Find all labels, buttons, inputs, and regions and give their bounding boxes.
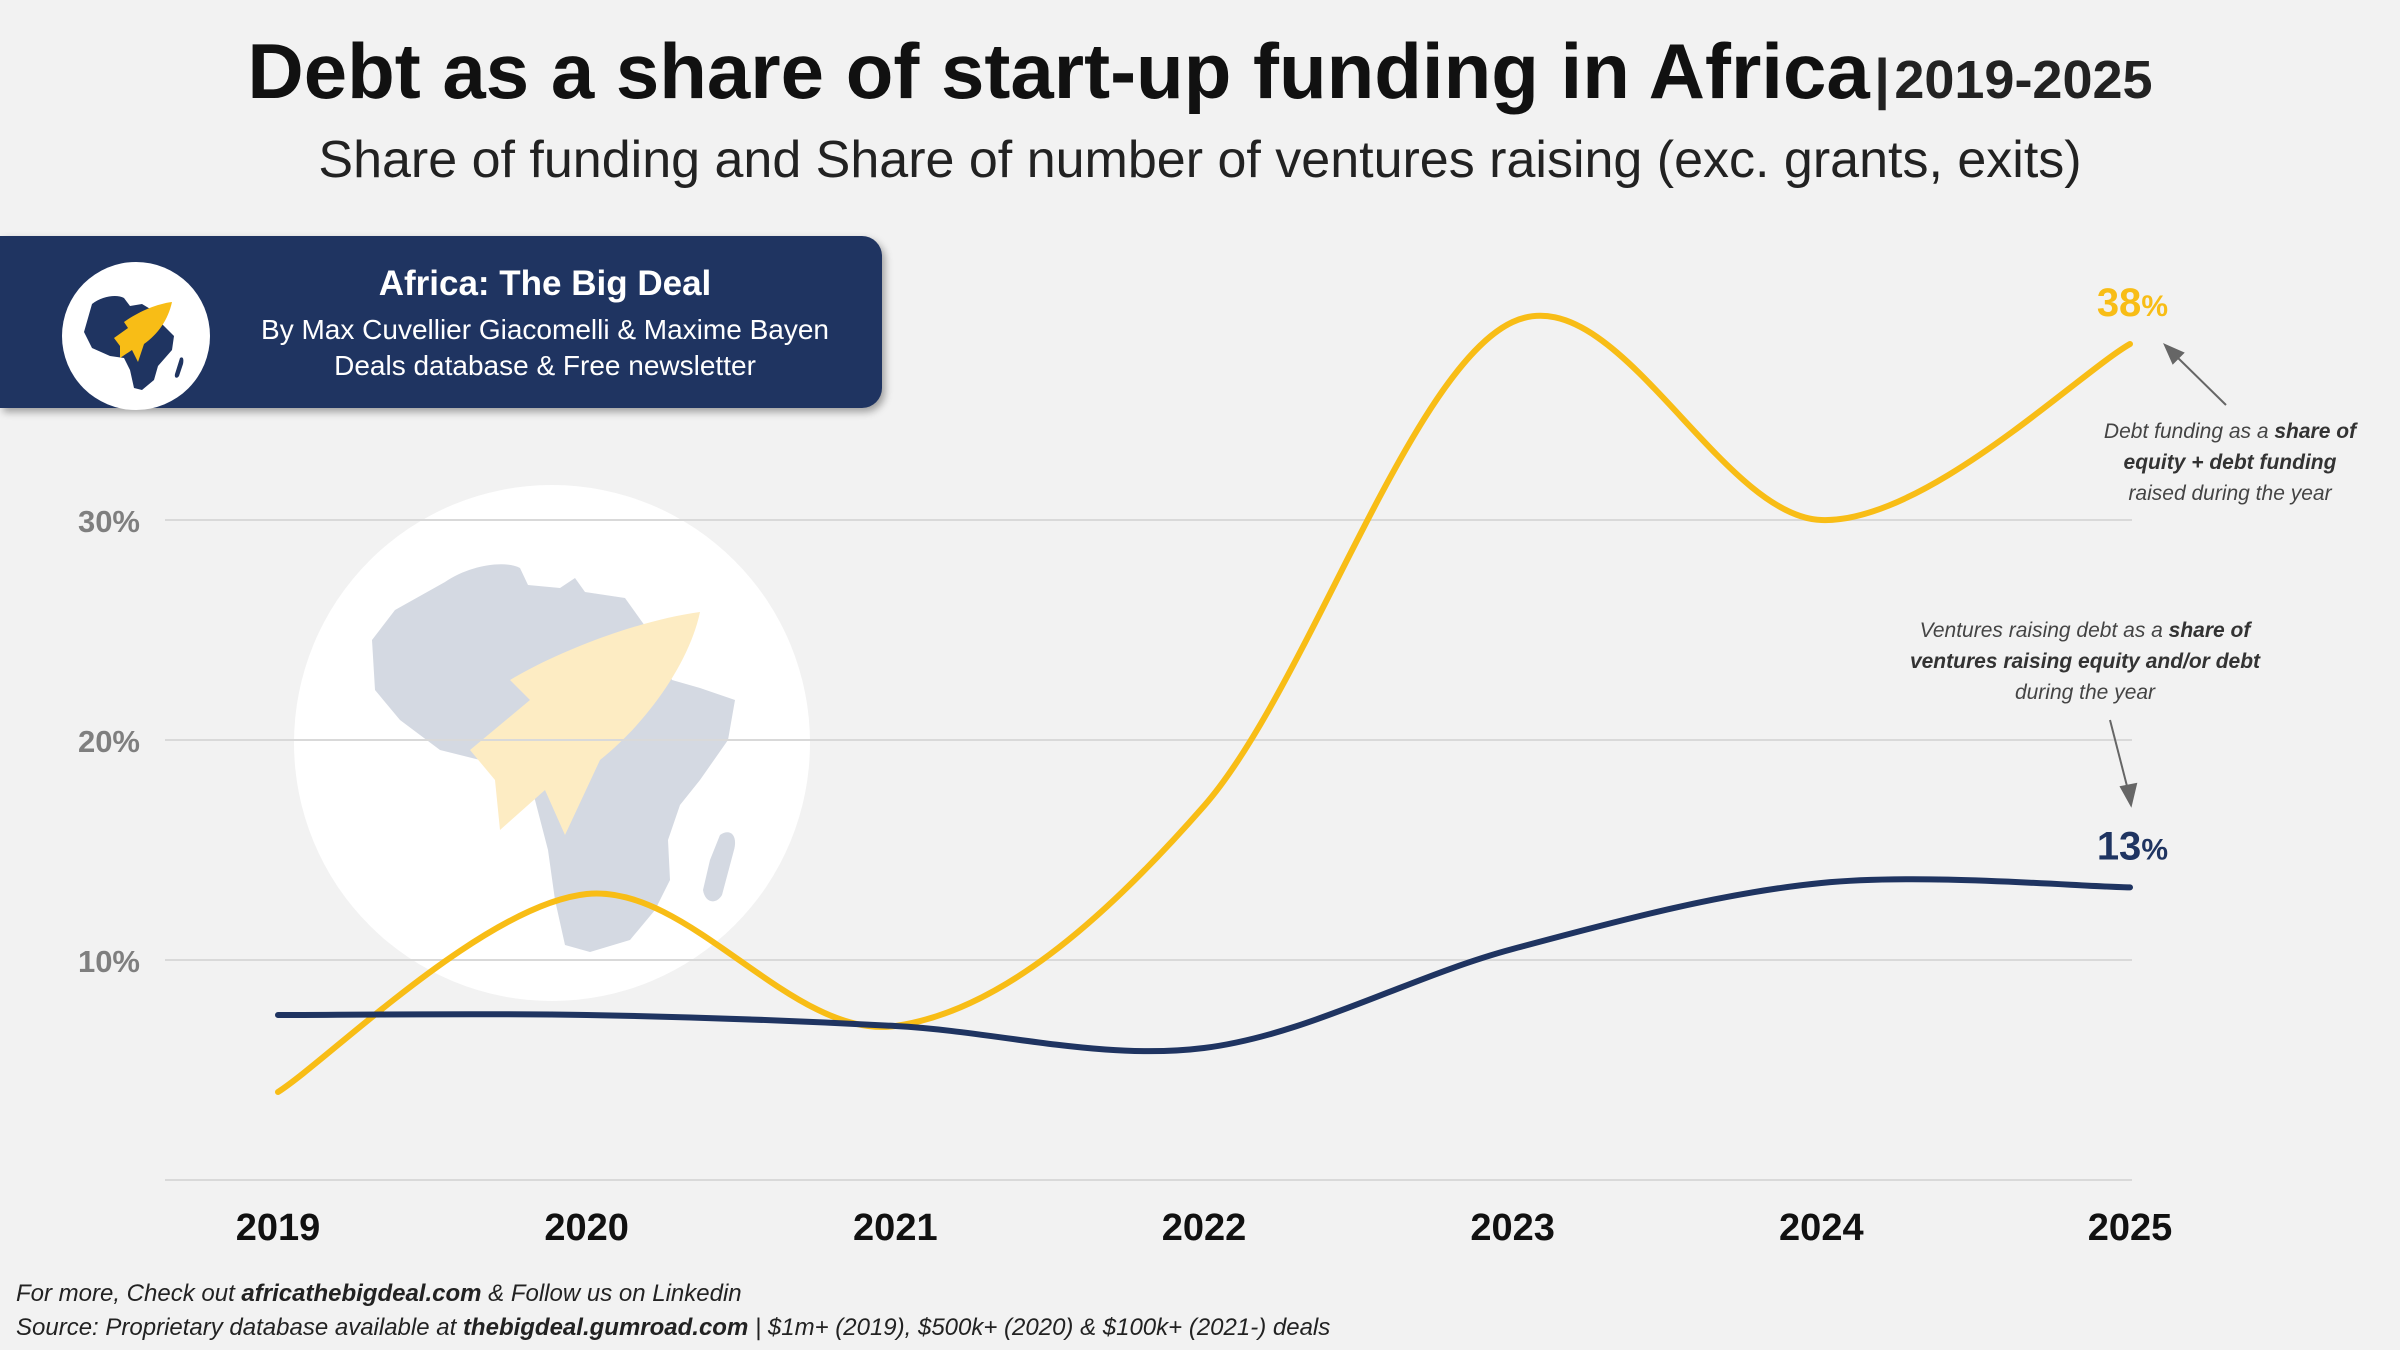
ventures-arrowhead xyxy=(2119,782,2138,808)
end-labels: 38%13% xyxy=(2097,281,2168,868)
x-axis-ticks: 2019 2020 2021 2022 2023 2024 2025 xyxy=(236,1207,2173,1249)
brand-banner: Africa: The Big Deal By Max Cuvellier Gi… xyxy=(0,236,882,410)
ventures-end-unit: % xyxy=(2141,833,2168,866)
footer-website-link[interactable]: africathebigdeal.com xyxy=(241,1280,482,1307)
funding-end-value: 38 xyxy=(2097,281,2142,325)
annotation-arrows xyxy=(2109,343,2227,808)
x-tick-label: 2022 xyxy=(1162,1207,1247,1249)
series-lines xyxy=(275,312,2133,1095)
footer-1-pre: For more, Check out xyxy=(16,1280,242,1307)
funding-arrowhead xyxy=(2163,343,2185,365)
footer-2-pre: Source: Proprietary database available a… xyxy=(16,1314,463,1341)
funding-annotation-bold2: equity + debt funding xyxy=(2123,451,2337,474)
brand-authors: By Max Cuvellier Giacomelli & Maxime Bay… xyxy=(261,314,829,345)
ventures-annotation-pre: Ventures raising debt as a xyxy=(1919,619,2169,642)
ventures-arrow xyxy=(2109,719,2129,791)
ventures-series-line xyxy=(275,876,2133,1055)
ventures-annotation-bold2: ventures raising equity and/or debt xyxy=(1909,650,2261,673)
funding-annotation-bold1: share of xyxy=(2274,420,2357,443)
x-tick-label: 2019 xyxy=(236,1207,321,1249)
chart-subtitle: Share of funding and Share of number of … xyxy=(318,131,2082,189)
footer-line-2: Source: Proprietary database available a… xyxy=(16,1314,1330,1342)
funding-series-line xyxy=(275,312,2133,1095)
chart-title: Debt as a share of start-up funding in A… xyxy=(0,26,2400,117)
funding-end-label: 38% xyxy=(2097,281,2168,325)
y-axis-ticks: 10% 20% 30% xyxy=(78,504,140,979)
ventures-annotation: Ventures raising debt as a share of vent… xyxy=(1860,615,2310,708)
title-years: 2019-2025 xyxy=(1894,50,2153,110)
y-tick-label: 20% xyxy=(78,724,140,759)
ventures-annotation-post: during the year xyxy=(2014,681,2156,704)
ventures-end-value: 13 xyxy=(2097,824,2142,868)
footer-source-link[interactable]: thebigdeal.gumroad.com xyxy=(462,1314,749,1341)
brand-tagline: Deals database & Free newsletter xyxy=(334,350,756,381)
brand-name: Africa: The Big Deal xyxy=(378,264,712,303)
funding-end-unit: % xyxy=(2141,290,2168,323)
funding-annotation-post: raised during the year xyxy=(2128,482,2332,505)
footer-1-post: & Follow us on Linkedin xyxy=(481,1280,742,1307)
ventures-end-label: 13% xyxy=(2097,824,2168,868)
ventures-annotation-bold1: share of xyxy=(2168,619,2251,642)
funding-arrow xyxy=(2174,354,2227,406)
x-tick-label: 2021 xyxy=(853,1207,938,1249)
y-tick-label: 10% xyxy=(78,944,140,979)
title-main: Debt as a share of start-up funding in A… xyxy=(247,27,1870,115)
footer-2-post: | $1m+ (2019), $500k+ (2020) & $100k+ (2… xyxy=(748,1314,1331,1341)
watermark-madagascar-icon xyxy=(703,832,736,902)
funding-annotation-pre: Debt funding as a xyxy=(2103,420,2275,443)
x-tick-label: 2023 xyxy=(1470,1207,1555,1249)
y-tick-label: 30% xyxy=(78,504,140,539)
title-separator: | xyxy=(1874,47,1890,110)
footer-line-1: For more, Check out africathebigdeal.com… xyxy=(16,1280,742,1308)
x-tick-label: 2024 xyxy=(1779,1207,1864,1249)
watermark xyxy=(294,485,810,1001)
x-tick-label: 2020 xyxy=(544,1207,629,1249)
funding-annotation: Debt funding as a share of equity + debt… xyxy=(2060,416,2400,509)
x-tick-label: 2025 xyxy=(2088,1207,2173,1249)
brand-logo-icon xyxy=(62,262,210,410)
watermark-rocket-icon xyxy=(470,612,700,835)
